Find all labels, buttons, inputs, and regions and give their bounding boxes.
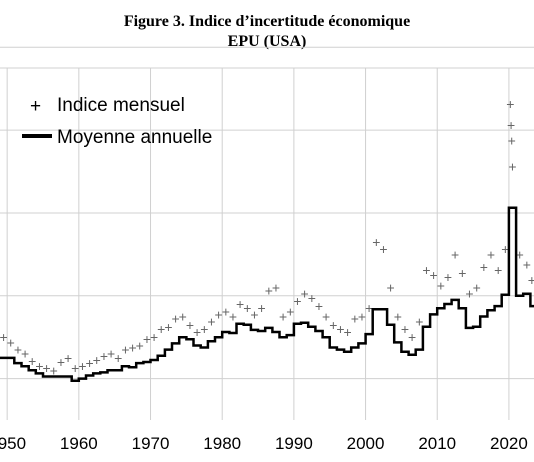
chart-title-line: Figure 3. Indice d’incertitude économiqu… (123, 13, 411, 30)
monthly-point-36: + (258, 300, 266, 316)
monthly-point-62: + (444, 269, 452, 285)
monthly-point-18: + (129, 340, 137, 356)
chart-title: Figure 3. Indice d’incertitude économiqu… (0, 12, 534, 52)
monthly-point-39: + (279, 308, 287, 324)
monthly-point-29: + (207, 314, 215, 330)
monthly-points: ++++++++++++++++++++++++++++++++++++++++… (0, 96, 534, 378)
monthly-point-12: + (86, 355, 94, 371)
monthly-point-58: + (415, 314, 423, 330)
monthly-point-76: + (523, 257, 531, 273)
monthly-point-51: + (365, 300, 373, 316)
monthly-point-55: + (394, 308, 402, 324)
monthly-point-46: + (329, 317, 337, 333)
monthly-point-45: + (322, 308, 330, 324)
monthly-point-69: + (494, 262, 502, 278)
monthly-point-47: + (336, 321, 344, 337)
monthly-point-16: + (114, 350, 122, 366)
monthly-point-54: + (387, 279, 395, 295)
monthly-point-6: + (42, 360, 50, 376)
monthly-point-7: + (50, 362, 58, 378)
monthly-point-20: + (143, 331, 151, 347)
monthly-point-33: + (236, 296, 244, 312)
monthly-point-9: + (64, 350, 72, 366)
monthly-point-4: + (28, 353, 36, 369)
monthly-point-10: + (71, 360, 79, 376)
monthly-point-73: + (508, 132, 516, 148)
x-tick-label-2010: 2010 (418, 434, 456, 453)
monthly-point-1: + (7, 334, 15, 350)
monthly-point-72: + (507, 117, 515, 133)
monthly-point-14: + (100, 348, 108, 364)
legend-plus-symbol: + (30, 96, 41, 117)
monthly-point-56: + (401, 321, 409, 337)
x-tick-label-1950: 1950 (0, 434, 26, 453)
monthly-point-15: + (107, 346, 115, 362)
monthly-point-43: + (308, 290, 316, 306)
monthly-point-68: + (487, 246, 495, 262)
monthly-point-44: + (315, 298, 323, 314)
monthly-point-61: + (437, 277, 445, 293)
monthly-point-52: + (372, 234, 380, 250)
monthly-point-34: + (243, 300, 251, 316)
monthly-point-42: + (301, 286, 309, 302)
monthly-point-11: + (78, 358, 86, 374)
chart-subtitle-line: EPU (USA) (227, 33, 307, 50)
monthly-point-67: + (480, 259, 488, 275)
monthly-point-70: + (501, 241, 509, 257)
monthly-point-17: + (121, 342, 129, 358)
monthly-point-60: + (430, 267, 438, 283)
monthly-point-77: + (528, 272, 534, 288)
x-tick-label-2000: 2000 (347, 434, 385, 453)
monthly-point-49: + (351, 311, 359, 327)
x-tick-label-1970: 1970 (132, 434, 170, 453)
monthly-point-28: + (200, 321, 208, 337)
monthly-point-64: + (458, 265, 466, 281)
monthly-point-40: + (286, 303, 294, 319)
monthly-point-59: + (422, 262, 430, 278)
monthly-point-23: + (164, 319, 172, 335)
monthly-point-21: + (150, 329, 158, 345)
monthly-point-25: + (179, 308, 187, 324)
annual-line-group (0, 206, 534, 382)
monthly-point-27: + (193, 324, 201, 340)
monthly-point-41: + (293, 293, 301, 309)
annual-mean-line (0, 206, 534, 382)
monthly-point-19: + (136, 337, 144, 353)
monthly-point-65: + (465, 286, 473, 302)
monthly-point-2: + (14, 342, 22, 358)
monthly-point-57: + (408, 329, 416, 345)
x-tick-label-1990: 1990 (275, 434, 313, 453)
monthly-point-26: + (186, 317, 194, 333)
legend: + Indice mensuel Moyenne annuelle (22, 95, 212, 148)
legend-entry-annual: Moyenne annuelle (57, 127, 212, 148)
legend-entry-monthly: Indice mensuel (57, 95, 185, 116)
monthly-point-8: + (57, 354, 65, 370)
monthly-point-13: + (93, 352, 101, 368)
monthly-point-38: + (272, 279, 280, 295)
monthly-point-3: + (21, 346, 29, 362)
monthly-point-66: + (473, 279, 481, 295)
monthly-point-37: + (265, 283, 273, 299)
monthly-point-48: + (344, 324, 352, 340)
monthly-point-5: + (35, 358, 43, 374)
monthly-point-32: + (229, 308, 237, 324)
monthly-point-50: + (358, 308, 366, 324)
monthly-point-74: + (508, 158, 516, 174)
x-tick-label-1980: 1980 (203, 434, 241, 453)
monthly-point-24: + (172, 311, 180, 327)
monthly-point-22: + (157, 321, 165, 337)
monthly-point-71: + (506, 96, 514, 112)
monthly-point-75: + (516, 246, 524, 262)
monthly-point-0: + (0, 329, 8, 345)
x-tick-label-1960: 1960 (60, 434, 98, 453)
monthly-point-63: + (451, 246, 459, 262)
x-tick-label-2020: 2020 (490, 434, 528, 453)
monthly-point-53: + (379, 241, 387, 257)
monthly-point-30: + (215, 306, 223, 322)
x-tick-labels: 1950 1960 1970 1980 1990 2000 2010 2020 (0, 434, 528, 453)
monthly-point-31: + (222, 303, 230, 319)
monthly-point-35: + (250, 306, 258, 322)
